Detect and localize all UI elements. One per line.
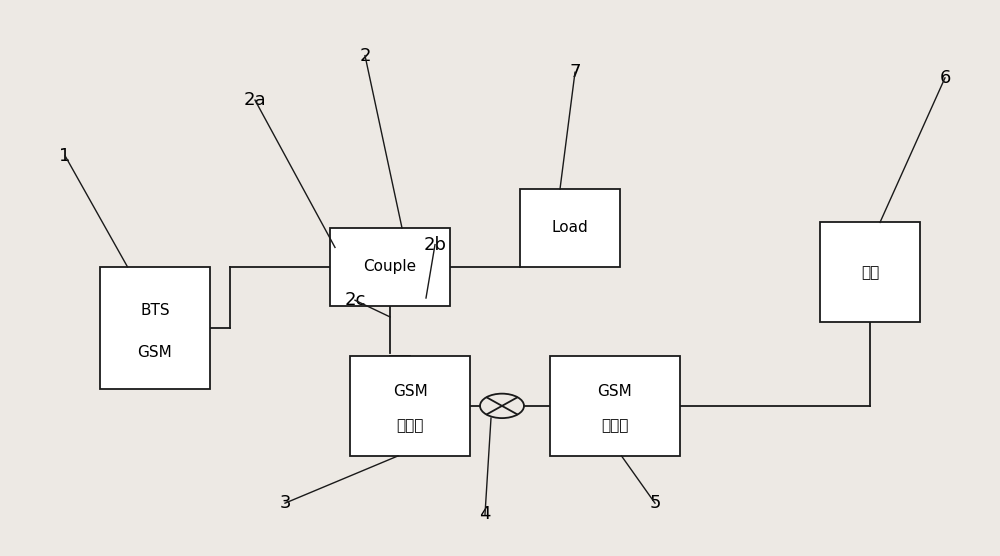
Text: 6: 6 bbox=[939, 69, 951, 87]
Text: BTS: BTS bbox=[140, 304, 170, 319]
Text: 天线: 天线 bbox=[861, 265, 879, 280]
Text: 远端机: 远端机 bbox=[601, 419, 629, 433]
Text: 1: 1 bbox=[59, 147, 71, 165]
Bar bbox=[520, 189, 620, 267]
Text: GSM: GSM bbox=[393, 384, 427, 399]
Text: Load: Load bbox=[552, 221, 588, 235]
Text: 2a: 2a bbox=[244, 91, 266, 109]
Text: Couple: Couple bbox=[363, 260, 417, 274]
Text: 近端机: 近端机 bbox=[396, 419, 424, 433]
Text: 5: 5 bbox=[649, 494, 661, 512]
Bar bbox=[100, 267, 210, 389]
Text: 3: 3 bbox=[279, 494, 291, 512]
Bar bbox=[550, 356, 680, 456]
Bar bbox=[820, 222, 920, 322]
Text: GSM: GSM bbox=[138, 345, 172, 360]
Text: 7: 7 bbox=[569, 63, 581, 81]
Text: 4: 4 bbox=[479, 505, 491, 523]
Text: GSM: GSM bbox=[598, 384, 632, 399]
Text: 2c: 2c bbox=[344, 291, 366, 309]
Bar bbox=[330, 228, 450, 306]
Text: 2b: 2b bbox=[424, 236, 446, 254]
Text: 2: 2 bbox=[359, 47, 371, 64]
Bar bbox=[350, 356, 470, 456]
